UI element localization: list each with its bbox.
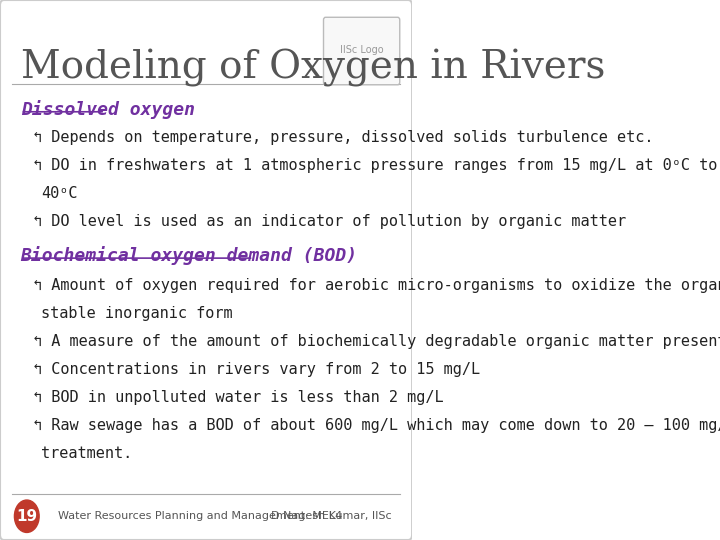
FancyBboxPatch shape xyxy=(323,17,400,85)
Text: ↰ DO level is used as an indicator of pollution by organic matter: ↰ DO level is used as an indicator of po… xyxy=(33,214,626,229)
Text: ↰ BOD in unpolluted water is less than 2 mg/L: ↰ BOD in unpolluted water is less than 2… xyxy=(33,390,444,405)
Text: 40ᵒC: 40ᵒC xyxy=(41,186,78,201)
Text: Water Resources Planning and Management: MEL4: Water Resources Planning and Management:… xyxy=(58,511,342,521)
Text: ↰ Concentrations in rivers vary from 2 to 15 mg/L: ↰ Concentrations in rivers vary from 2 t… xyxy=(33,362,480,377)
Text: Modeling of Oxygen in Rivers: Modeling of Oxygen in Rivers xyxy=(21,49,605,86)
Circle shape xyxy=(14,500,39,532)
Text: ↰ Depends on temperature, pressure, dissolved solids turbulence etc.: ↰ Depends on temperature, pressure, diss… xyxy=(33,130,654,145)
FancyBboxPatch shape xyxy=(0,0,412,540)
Text: ↰ Amount of oxygen required for aerobic micro-organisms to oxidize the organic m: ↰ Amount of oxygen required for aerobic … xyxy=(33,278,720,293)
Text: IISc Logo: IISc Logo xyxy=(340,45,383,55)
Text: D Nagesh Kumar, IISc: D Nagesh Kumar, IISc xyxy=(271,511,392,521)
Text: treatment.: treatment. xyxy=(41,446,132,461)
Text: stable inorganic form: stable inorganic form xyxy=(41,306,233,321)
Text: Dissolved oxygen: Dissolved oxygen xyxy=(21,100,194,119)
Text: Biochemical oxygen demand (BOD): Biochemical oxygen demand (BOD) xyxy=(21,246,358,265)
Text: ↰ A measure of the amount of biochemically degradable organic matter present in : ↰ A measure of the amount of biochemical… xyxy=(33,334,720,349)
Text: ↰ DO in freshwaters at 1 atmospheric pressure ranges from 15 mg/L at 0ᵒC to 6 mg: ↰ DO in freshwaters at 1 atmospheric pre… xyxy=(33,158,720,173)
Text: 19: 19 xyxy=(17,509,37,524)
Text: ↰ Raw sewage has a BOD of about 600 mg/L which may come down to 20 – 100 mg/L af: ↰ Raw sewage has a BOD of about 600 mg/L… xyxy=(33,418,720,433)
